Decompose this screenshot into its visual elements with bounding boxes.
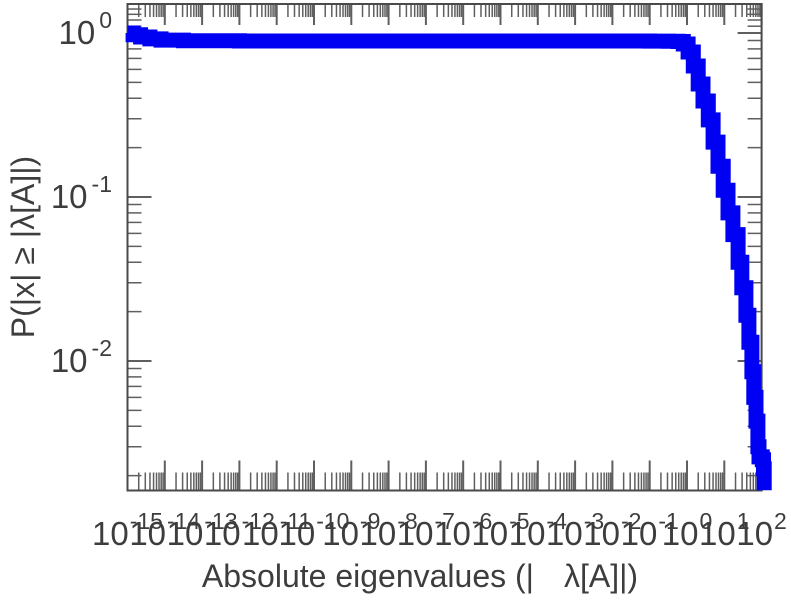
y-tick-base: 10	[58, 14, 96, 51]
x-tick-exponent: -4	[546, 508, 567, 534]
x-tick-exponent: -10	[316, 508, 350, 534]
x-tick-base: 10	[396, 515, 434, 552]
x-tick-label: 10-13	[166, 510, 238, 552]
x-tick-label: 10-7	[396, 510, 455, 552]
x-tick-label: 10-9	[322, 510, 380, 552]
x-tick-exponent: -15	[129, 508, 163, 534]
x-tick-label: 10-10	[278, 510, 350, 552]
x-tick-exponent: -12	[241, 508, 275, 534]
x-tick-label: 10-4	[508, 510, 567, 552]
x-tick-base: 10	[736, 515, 774, 552]
x-tick-exponent: 2	[774, 508, 787, 534]
x-tick-base: 10	[92, 515, 129, 552]
x-tick-label: 10-5	[471, 510, 529, 552]
x-tick-base: 10	[278, 515, 316, 552]
x-tick-exponent: -9	[359, 508, 381, 534]
x-tick-base: 10	[546, 515, 583, 552]
x-tick-exponent: -14	[167, 508, 201, 534]
x-tick-exponent: -7	[434, 508, 455, 534]
x-tick-label: 10-14	[129, 510, 200, 552]
x-tick-exponent: 0	[699, 508, 713, 534]
x-tick-label: 102	[736, 510, 787, 552]
x-tick-label: 10-2	[583, 510, 641, 552]
y-tick-label: 10 -2	[50, 337, 112, 379]
x-axis-title-right: λ[A]|)	[563, 558, 639, 594]
y-tick-exponent: -2	[91, 335, 112, 361]
data-series	[125, 25, 772, 491]
x-tick-base: 10	[508, 515, 546, 552]
x-tick-base: 10	[471, 515, 509, 552]
x-tick-label: 101	[699, 510, 750, 552]
x-tick-label: 10-1	[620, 510, 679, 552]
x-tick-exponent: -3	[583, 508, 605, 534]
x-tick-base: 10	[661, 515, 699, 552]
y-tick-exponent: -1	[91, 171, 112, 197]
x-tick-label: 10-6	[434, 510, 492, 552]
x-tick-label: 10-12	[203, 510, 275, 552]
x-tick-base: 10	[166, 515, 204, 552]
x-tick-base: 10	[129, 515, 167, 552]
x-tick-exponent: -6	[471, 508, 493, 534]
x-tick-label: 10-15	[92, 510, 163, 552]
plot-frame-border	[126, 3, 763, 492]
y-tick-base: 10	[50, 178, 88, 215]
x-tick-base: 10	[620, 515, 658, 552]
x-tick-exponent: -8	[397, 508, 418, 534]
x-tick-base: 10	[359, 515, 397, 552]
x-tick-base: 10	[699, 515, 736, 552]
x-axis-title-left: Absolute eigenvalues (|	[201, 558, 534, 594]
x-tick-label: 10-11	[242, 510, 311, 552]
x-tick-exponent: -13	[204, 508, 238, 534]
x-axis-title: Absolute eigenvalues (| λ[A]|)	[202, 560, 638, 592]
x-ticks	[126, 3, 763, 491]
x-tick-base: 10	[242, 515, 279, 552]
y-tick-base: 10	[50, 342, 88, 379]
x-tick-label: 100	[661, 510, 713, 552]
y-axis-title: P(|x| ≥ |λ[A]|)	[5, 155, 41, 338]
plot-frame	[126, 3, 763, 492]
y-axis-title-wrap: P(|x| ≥ |λ[A]|)	[0, 3, 46, 490]
x-tick-base: 10	[322, 515, 359, 552]
x-tick-exponent: 1	[736, 508, 750, 534]
y-ticks	[127, 8, 762, 477]
y-tick-label: 10 -1	[50, 173, 112, 215]
data-curve	[125, 25, 772, 491]
x-tick-label: 10-8	[359, 510, 418, 552]
x-tick-exponent: -2	[621, 508, 642, 534]
x-tick-label: 10-3	[546, 510, 604, 552]
x-tick-base: 10	[203, 515, 241, 552]
y-tick-label: 10 0	[58, 9, 112, 51]
x-tick-exponent: -1	[658, 508, 679, 534]
x-tick-base: 10	[434, 515, 471, 552]
x-tick-base: 10	[583, 515, 621, 552]
x-tick-exponent: -5	[509, 508, 530, 534]
y-tick-exponent: 0	[99, 7, 112, 33]
x-tick-exponent: -11	[279, 508, 312, 534]
